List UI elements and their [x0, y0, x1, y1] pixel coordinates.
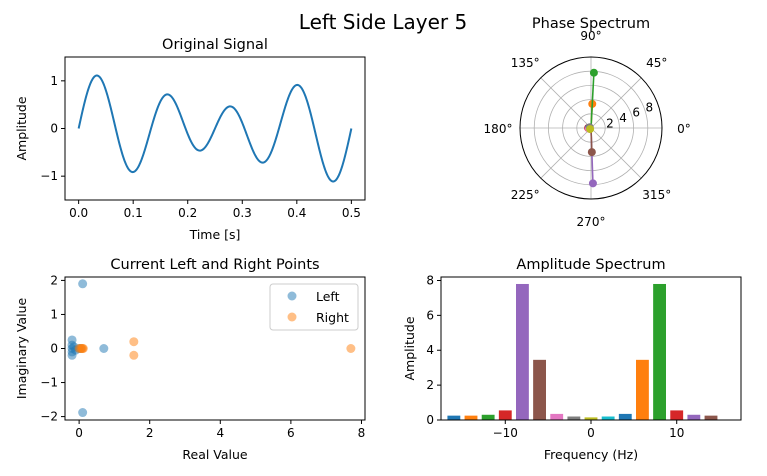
scatter-ytick-label: −1 — [40, 376, 58, 390]
scatter-point-left — [99, 344, 109, 353]
scatter-point-left — [78, 408, 88, 418]
phase-radial-label: 6 — [632, 106, 640, 120]
phase-angle-label: 90° — [580, 29, 601, 43]
phase-angle-label: 270° — [577, 215, 606, 229]
scatter-legend: Left Right — [269, 283, 359, 331]
figure-suptitle: Left Side Layer 5 — [299, 10, 467, 34]
signal-xtick-label: 0.4 — [287, 206, 306, 220]
phase-point — [589, 68, 598, 77]
scatter-point-right — [346, 344, 356, 353]
phase-radial-label: 8 — [645, 100, 653, 114]
amplitude-bar — [601, 416, 615, 420]
amplitude-bar — [533, 359, 546, 420]
scatter-title: Current Left and Right Points — [110, 257, 319, 273]
scatter-point-right — [129, 337, 139, 347]
signal-ytick-label: 1 — [50, 74, 58, 88]
scatter-xlabel: Real Value — [182, 447, 248, 462]
phase-panel: Phase Spectrum 0° 45° 90° 135° 180° 225° 270° 3… — [484, 16, 691, 229]
amplitude-ytick-label: 2 — [426, 378, 434, 392]
phase-outer-circle — [519, 56, 663, 200]
signal-xtick-label: 0.1 — [124, 206, 143, 220]
phase-grid-spoke — [540, 127, 592, 179]
signal-ytick-label: −1 — [40, 169, 58, 183]
signal-xtick-label: 0.3 — [233, 206, 252, 220]
phase-angle-label: 135° — [511, 56, 540, 70]
amplitude-ytick-label: 6 — [426, 308, 434, 322]
amplitude-ytick-label: 4 — [426, 343, 434, 357]
signal-xlabel: Time [s] — [189, 227, 241, 242]
amplitude-bar — [464, 415, 478, 420]
amplitude-bar — [618, 413, 632, 420]
amplitude-title: Amplitude Spectrum — [516, 257, 665, 273]
phase-radial-label: 4 — [619, 111, 627, 125]
phase-point — [586, 125, 595, 134]
scatter-xtick-label: 2 — [146, 426, 154, 440]
amplitude-ylabel: Amplitude — [402, 316, 417, 380]
amplitude-axes-frame — [440, 276, 742, 421]
signal-ytick-label: 0 — [50, 122, 58, 136]
legend-label-right: Right — [316, 310, 349, 325]
scatter-ytick-label: 2 — [50, 273, 58, 287]
scatter-xtick-label: 0 — [75, 426, 83, 440]
scatter-xtick-label: 8 — [358, 426, 366, 440]
phase-angle-label: 45° — [646, 56, 667, 70]
scatter-xtick-label: 6 — [287, 426, 295, 440]
amplitude-bar — [447, 415, 461, 420]
phase-grid-spoke — [590, 127, 642, 179]
amplitude-xlabel: Frequency (Hz) — [544, 447, 638, 462]
phase-angle-label: 225° — [511, 188, 540, 202]
scatter-ylabel: Imaginary Value — [14, 298, 29, 400]
amplitude-bar — [498, 410, 512, 420]
amplitude-panel: Amplitude Spectrum −10 0 10 0 2 4 6 8 Frequenc… — [402, 257, 742, 462]
signal-title: Original Signal — [162, 37, 268, 53]
amplitude-bar — [481, 414, 495, 420]
amplitude-bar — [704, 415, 718, 420]
scatter-panel: Current Left and Right Points 0 2 4 6 8 −2 −1… — [14, 257, 366, 462]
phase-grid-spoke — [590, 77, 642, 129]
scatter-ytick-label: 0 — [50, 342, 58, 356]
amplitude-xtick-label: −10 — [493, 426, 518, 440]
amplitude-bar — [670, 410, 684, 420]
signal-xtick-label: 0.0 — [69, 206, 88, 220]
legend-marker-right — [287, 312, 297, 322]
phase-angle-label: 180° — [484, 122, 513, 136]
amplitude-bar — [636, 359, 649, 420]
amplitude-ytick-label: 0 — [426, 413, 434, 427]
phase-title: Phase Spectrum — [532, 16, 650, 32]
scatter-point-right — [129, 350, 139, 360]
amplitude-xtick-label: 10 — [669, 426, 684, 440]
signal-line — [77, 74, 353, 183]
amplitude-bar — [653, 283, 666, 420]
amplitude-bar — [584, 417, 598, 420]
phase-angle-label: 0° — [677, 122, 691, 136]
scatter-ytick-label: 1 — [50, 307, 58, 321]
phase-radial-label: 2 — [606, 117, 614, 131]
amplitude-bar — [550, 413, 564, 420]
signal-panel: Original Signal 0.0 0.1 0.2 0.3 0.4 0.5 −101 … — [14, 37, 366, 242]
amplitude-bar — [567, 416, 581, 420]
amplitude-bar — [687, 414, 701, 420]
phase-angle-label: 315° — [642, 188, 671, 202]
amplitude-xtick-label: 0 — [587, 426, 595, 440]
phase-vector — [590, 72, 595, 129]
scatter-xtick-label: 4 — [216, 426, 224, 440]
phase-grid-spoke — [540, 77, 592, 129]
scatter-ytick-label: −2 — [40, 410, 58, 424]
scatter-point-left — [78, 279, 88, 289]
amplitude-ytick-label: 8 — [426, 273, 434, 287]
amplitude-bar — [516, 283, 529, 420]
signal-xtick-label: 0.5 — [342, 206, 361, 220]
signal-ylabel: Amplitude — [14, 96, 29, 160]
scatter-point-right — [78, 344, 88, 353]
phase-point — [588, 179, 597, 188]
signal-xtick-label: 0.2 — [178, 206, 197, 220]
legend-marker-left — [287, 291, 297, 301]
legend-label-left: Left — [316, 289, 340, 304]
phase-point — [587, 148, 596, 157]
